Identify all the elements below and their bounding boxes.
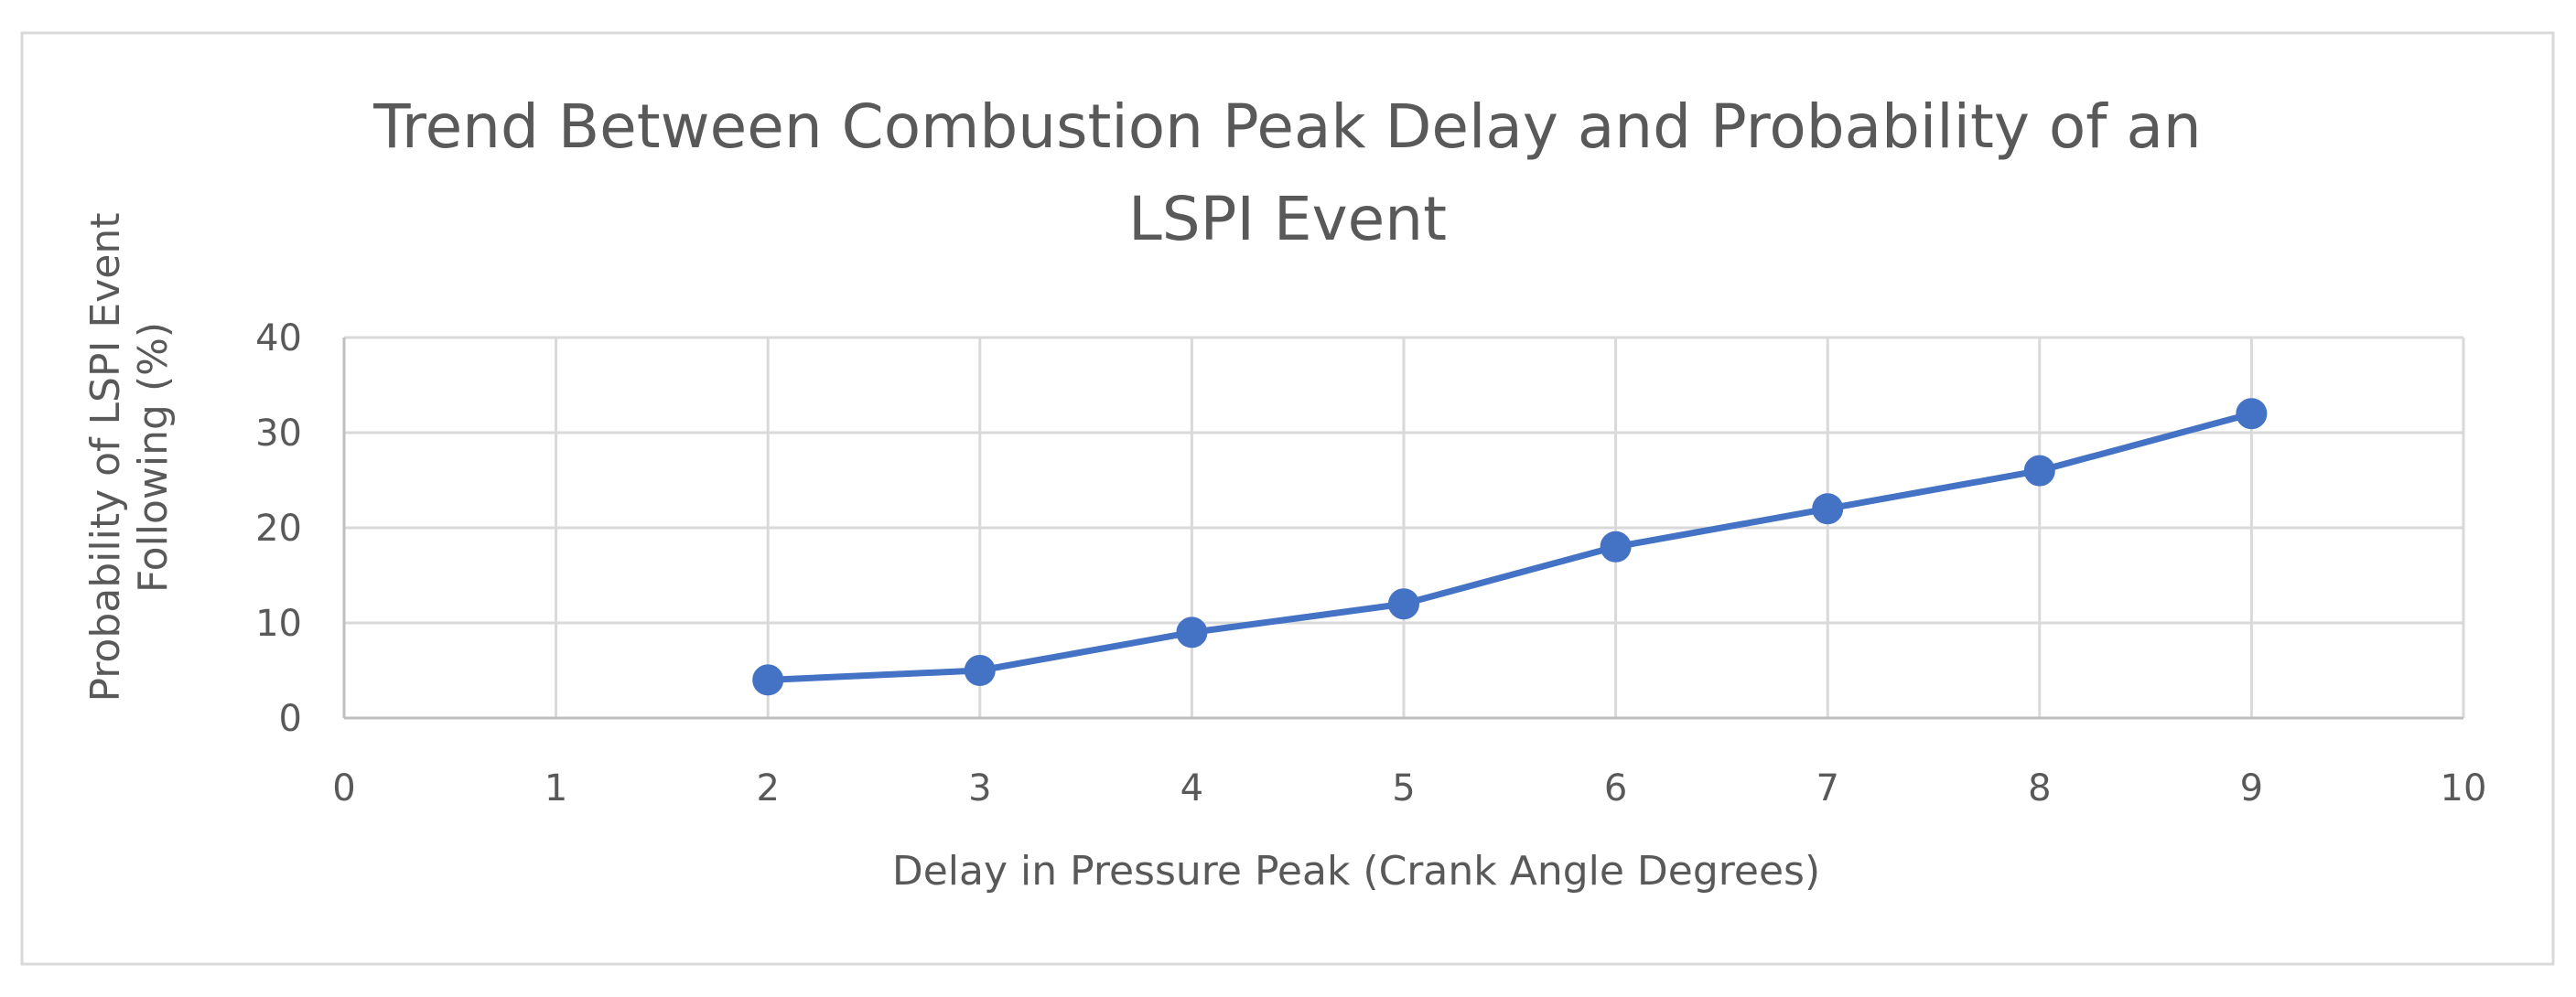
x-tick-label-9: 9 [2240,767,2263,809]
data-point-2 [752,664,784,696]
x-tick-label-2: 2 [756,767,779,809]
y-axis-label-group: Probability of LSPI Event Following (%) [82,213,177,702]
series-line-0 [764,410,2255,683]
data-point-9 [2236,398,2268,430]
x-tick-label-5: 5 [1392,767,1415,809]
x-axis-label: Delay in Pressure Peak (Crank Angle Degr… [892,848,1820,895]
chart-title-line-2: LSPI Event [1128,184,1447,254]
y-tick-label-0: 0 [279,698,302,740]
x-tick-label-6: 6 [1604,767,1627,809]
y-axis-label-line-1: Probability of LSPI Event [82,213,129,702]
axes [342,338,2463,720]
x-tick-label-8: 8 [2028,767,2051,809]
data-point-8 [2023,455,2055,487]
x-tick-label-10: 10 [2441,767,2487,809]
x-tick-label-0: 0 [332,767,355,809]
y-tick-label-20: 20 [255,508,302,550]
data-point-7 [1812,493,1844,525]
data-point-5 [1388,588,1419,620]
data-series [752,398,2268,696]
x-tick-label-7: 7 [1816,767,1838,809]
data-point-6 [1600,531,1632,563]
chart-title-line-1: Trend Between Combustion Peak Delay and … [372,91,2201,162]
chart-border [20,31,2555,966]
tick-labels: 0 1 2 3 4 5 6 7 8 9 10 0 10 20 30 40 [255,317,2486,809]
data-point-4 [1176,616,1208,649]
y-axis-label-line-2: Following (%) [130,322,177,593]
x-tick-label-4: 4 [1180,767,1203,809]
y-tick-label-10: 10 [255,603,302,645]
y-tick-label-40: 40 [255,317,302,359]
data-point-3 [964,655,996,686]
x-tick-label-1: 1 [544,767,567,809]
y-tick-label-30: 30 [255,413,302,455]
x-tick-label-3: 3 [968,767,991,809]
